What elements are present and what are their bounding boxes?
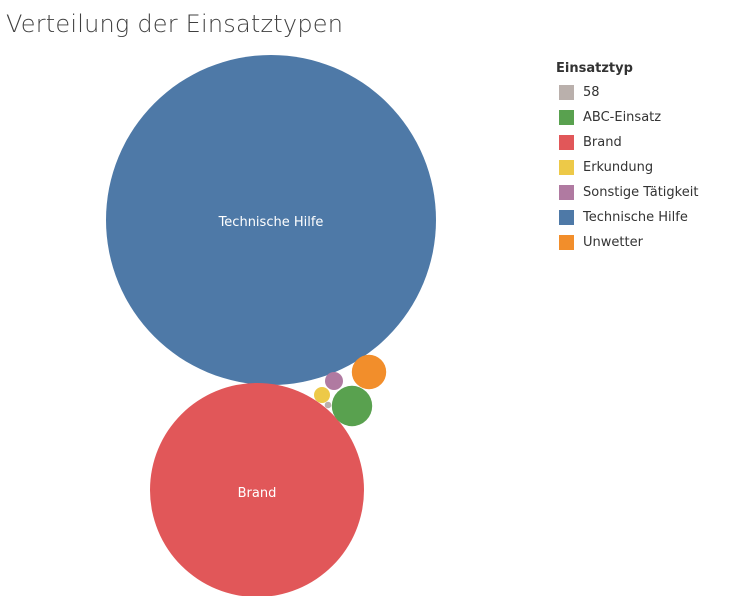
legend-label-unwetter: Unwetter [583, 235, 643, 250]
legend-item-58[interactable]: 58 [556, 80, 726, 105]
legend-item-erkundung[interactable]: Erkundung [556, 155, 726, 180]
legend-label-abc-einsatz: ABC-Einsatz [583, 110, 662, 125]
bubble-unwetter[interactable] [351, 354, 387, 390]
legend-title: Einsatztyp [556, 61, 633, 76]
bubble-brand[interactable] [150, 383, 364, 596]
legend-swatch-unwetter [559, 235, 574, 250]
legend-item-abc-einsatz[interactable]: ABC-Einsatz [556, 105, 726, 130]
bubble-sonstige-taetigkeit[interactable] [325, 372, 343, 390]
bubble-label-brand: Brand [238, 486, 277, 501]
legend-label-technische-hilfe: Technische Hilfe [583, 210, 688, 225]
legend-item-brand[interactable]: Brand [556, 130, 726, 155]
legend: Einsatztyp 58 ABC-Einsatz Brand Erkundun… [556, 60, 726, 255]
legend-swatch-sonstige-taetigkeit [559, 185, 574, 200]
bubble-erkundung[interactable] [314, 387, 330, 403]
legend-swatch-erkundung [559, 160, 574, 175]
bubble-label-technische-hilfe: Technische Hilfe [218, 215, 324, 230]
legend-item-technische-hilfe[interactable]: Technische Hilfe [556, 205, 726, 230]
legend-label-sonstige-taetigkeit: Sonstige Tätigkeit [583, 185, 699, 200]
legend-item-unwetter[interactable]: Unwetter [556, 230, 726, 255]
legend-label-58: 58 [583, 85, 600, 100]
legend-swatch-brand [559, 135, 574, 150]
bubble-58[interactable] [324, 401, 332, 409]
legend-label-erkundung: Erkundung [583, 160, 654, 175]
legend-item-sonstige-taetigkeit[interactable]: Sonstige Tätigkeit [556, 180, 726, 205]
legend-swatch-abc-einsatz [559, 110, 574, 125]
legend-label-brand: Brand [583, 135, 622, 150]
legend-swatch-technische-hilfe [559, 210, 574, 225]
bubble-abc-einsatz[interactable] [331, 385, 373, 427]
legend-swatch-58 [559, 85, 574, 100]
chart-title: Verteilung der Einsatztypen [6, 10, 344, 38]
bubble-technische-hilfe[interactable] [106, 55, 436, 385]
